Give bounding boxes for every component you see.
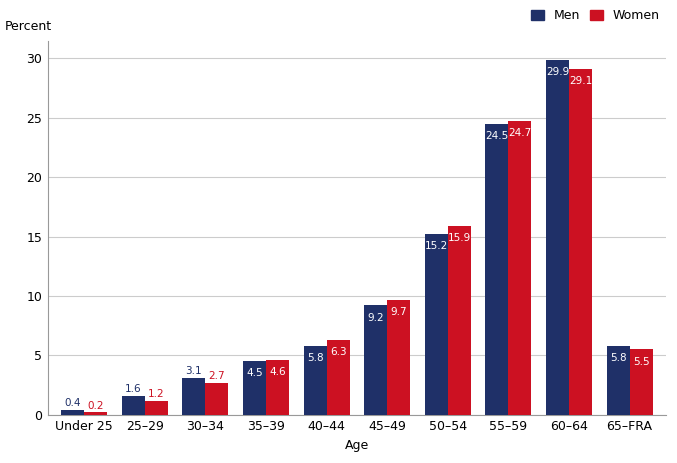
Text: 6.3: 6.3 xyxy=(330,347,347,357)
Bar xyxy=(122,396,145,415)
Text: 1.2: 1.2 xyxy=(148,389,165,399)
Text: 9.7: 9.7 xyxy=(391,307,407,317)
Bar xyxy=(61,410,84,415)
Text: 0.2: 0.2 xyxy=(87,400,104,411)
Bar xyxy=(485,124,508,415)
Bar xyxy=(546,60,569,415)
Bar xyxy=(182,378,205,415)
Text: 5.8: 5.8 xyxy=(307,353,324,363)
Text: 0.4: 0.4 xyxy=(64,398,81,408)
Bar xyxy=(424,234,447,415)
Text: 15.9: 15.9 xyxy=(447,233,471,243)
Text: 5.8: 5.8 xyxy=(610,353,626,363)
Text: 4.6: 4.6 xyxy=(269,367,286,377)
Text: 3.1: 3.1 xyxy=(185,366,202,376)
Bar xyxy=(84,413,107,415)
Text: 2.7: 2.7 xyxy=(209,371,225,381)
Bar xyxy=(266,360,289,415)
X-axis label: Age: Age xyxy=(345,439,369,452)
Bar xyxy=(145,400,168,415)
Text: 1.6: 1.6 xyxy=(125,384,141,394)
Bar xyxy=(569,69,592,415)
Bar xyxy=(508,121,531,415)
Bar xyxy=(303,346,326,415)
Text: 15.2: 15.2 xyxy=(424,241,448,251)
Text: 29.9: 29.9 xyxy=(546,67,569,77)
Text: Percent: Percent xyxy=(5,20,51,33)
Bar xyxy=(364,306,387,415)
Text: 24.5: 24.5 xyxy=(485,131,508,141)
Text: 29.1: 29.1 xyxy=(569,76,592,86)
Text: 4.5: 4.5 xyxy=(246,369,263,378)
Bar xyxy=(205,383,228,415)
Bar xyxy=(630,350,653,415)
Bar xyxy=(243,361,266,415)
Bar xyxy=(607,346,630,415)
Bar xyxy=(326,340,349,415)
Text: 9.2: 9.2 xyxy=(368,313,384,323)
Bar xyxy=(447,226,471,415)
Bar xyxy=(387,300,410,415)
Legend: Men, Women: Men, Women xyxy=(531,9,659,22)
Text: 5.5: 5.5 xyxy=(633,357,649,367)
Text: 24.7: 24.7 xyxy=(508,128,531,138)
